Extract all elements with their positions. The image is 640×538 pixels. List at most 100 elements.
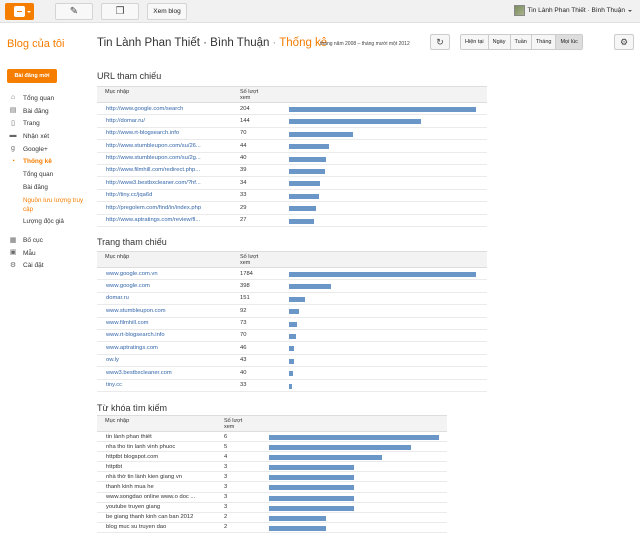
entry-link[interactable]: www.google.com.vn [106,270,158,277]
table-row: www.google.com.vn 1784 [97,268,487,281]
entry-text: nhà thờ tin lành kien giang vn [106,473,182,480]
entry-link[interactable]: http://www.stumbleupon.com/su/2g... [106,155,201,162]
views-bar [289,346,294,352]
table-row: www.rt-blogsearch.info 70 [97,330,487,343]
views-count: 43 [240,357,247,364]
sidebar-title[interactable]: Blog của tôi [7,38,65,50]
sidebar-item-google-plus[interactable]: g Google+ [0,143,90,156]
views-count: 70 [240,332,247,339]
views-bar [269,455,383,461]
account-menu[interactable]: Tin Lành Phan Thiết · Bình Thuận [513,5,632,16]
view-blog-button[interactable]: Xem blog [147,3,187,20]
entry-text: www.songdao online www.o doc ... [106,494,196,501]
views-bar [289,107,476,112]
entry-link[interactable]: www.filmhill.com [106,320,149,327]
search-keywords-table: Mục nhập Số lượt xem tin lành phan thiết 6 n… [97,415,447,533]
table-row: youtube truyen giang 3 [97,503,447,513]
sidebar-item-comments[interactable]: ▬ Nhận xét [0,130,90,143]
views-count: 40 [240,155,247,162]
table-row: nha tho tin lanh vinh phuoc 5 [97,442,447,453]
table-header: Mục nhập Số lượt xem [97,86,487,103]
sidebar-item-label: Tổng quan [23,94,55,102]
views-count: 40 [240,369,247,376]
table-row: http://www.rt-blogsearch.info 70 [97,128,487,141]
entry-link[interactable]: http://www.aptratings.com/review/fl... [106,217,201,224]
table-row: www.google.com 398 [97,280,487,293]
views-count: 3 [224,463,228,470]
views-bar [289,218,314,224]
sidebar-item-settings[interactable]: ⚙ Cài đặt [0,260,90,273]
entry-link[interactable]: http://www.stumbleupon.com/su/26... [106,142,201,149]
stats-icon: ◔ [10,157,16,165]
entry-text: blog muc su truyen dao [106,524,167,531]
stats-sub-posts[interactable]: Bài đăng [23,183,48,191]
entry-text: thanh kinh mua he [106,483,154,490]
entry-text: httptbt blogspot.com [106,453,159,460]
table-row: www.songdao online www.o doc ... 3 [97,493,447,503]
views-count: 39 [240,167,247,174]
new-post-toolbar-button[interactable]: ✎ [55,3,93,20]
entry-link[interactable]: tiny.cc [106,382,122,389]
sidebar-item-label: Bố cục [23,237,43,245]
period-week-button[interactable]: Tuần [509,35,531,49]
entry-link[interactable]: http://pregolem.com/find/in/index.php [106,204,202,211]
period-month-button[interactable]: Tháng [530,35,556,49]
settings-button[interactable]: ⚙ [614,34,634,50]
sidebar-item-template[interactable]: ▣ Mẫu [0,247,90,260]
entry-link[interactable]: www.google.com [106,282,150,289]
entry-link[interactable]: ow.ly [106,357,119,364]
refresh-button[interactable]: ↻ [430,34,450,50]
views-bar [289,371,294,377]
table-row: http://www.aptratings.com/review/fl... 27 [97,215,487,227]
entry-link[interactable]: http://www.google.com/search [106,105,184,112]
entry-link[interactable]: http://www.filmhill.com/redirect.php... [106,167,201,174]
views-count: 44 [240,142,247,149]
views-bar [289,284,331,290]
sidebar-item-posts[interactable]: ▤ Bài đăng [0,105,90,118]
referring-urls-table: Mục nhập Số lượt xem http://www.google.com… [97,86,487,227]
entry-link[interactable]: http://domar.ru/ [106,117,145,124]
top-bar: ✎ ❐ Xem blog Tin Lành Phan Thiết · Bình … [0,0,640,23]
views-bar [289,119,421,125]
stats-sub-audience[interactable]: Lượng độc giả [23,218,64,226]
sidebar-item-overview[interactable]: ⌂ Tổng quan [0,92,90,105]
table-row: be giang thanh kinh can ban 2012 2 [97,513,447,523]
stats-sub-traffic-sources[interactable]: Nguồn lưu lượng truy cập [23,196,84,213]
entry-link[interactable]: www.rt-blogsearch.info [106,332,165,339]
table-row: www.aptratings.com 46 [97,342,487,355]
template-icon: ▣ [9,249,17,257]
table-header: Mục nhập Số lượt xem [97,415,447,432]
entry-link[interactable]: http://tiny.cc/jqa6d [106,192,153,199]
blogger-logo-button[interactable] [5,3,34,20]
sidebar-item-layout[interactable]: ▦ Bố cục [0,234,90,247]
period-selector: Hiện tại Ngày Tuần Tháng Mọi lúc [460,34,583,50]
entry-link[interactable]: http://www.rt-blogsearch.info [106,130,180,137]
entry-link[interactable]: domar.ru [106,295,129,302]
date-range: tháng năm 2008 – tháng mười một 2012 [320,41,410,47]
posts-list-button[interactable]: ❐ [101,3,139,20]
views-count: 5 [224,443,228,450]
table-row: tin lành phan thiết 6 [97,432,447,443]
page-icon: ▯ [11,119,15,127]
stats-sub-overview[interactable]: Tổng quan [23,170,54,178]
views-bar [289,144,330,150]
entry-link[interactable]: www.aptratings.com [106,344,158,351]
views-bar [269,495,354,501]
section-title: Thống kê [279,37,328,49]
table-row: www3.bestbxcleaner.com 40 [97,367,487,380]
entry-link[interactable]: http://www3.bestbxcleaner.com/?hf... [106,179,201,186]
sidebar-item-pages[interactable]: ▯ Trang [0,117,90,130]
period-now-button[interactable]: Hiện tại [461,35,488,49]
entry-link[interactable]: www.stumbleupon.com [106,307,166,314]
entry-text: youtube truyen giang [106,504,161,511]
views-count: 3 [224,494,228,501]
new-post-button[interactable]: Bài đăng mới [7,69,57,83]
views-count: 3 [224,504,228,511]
period-all-time-button[interactable]: Mọi lúc [555,35,582,49]
views-bar [269,475,354,481]
views-bar [269,505,354,511]
sidebar-item-stats[interactable]: ◔ Thống kê [0,155,90,168]
period-day-button[interactable]: Ngày [487,35,510,49]
entry-link[interactable]: www3.bestbxcleaner.com [106,369,172,376]
avatar [513,5,525,16]
